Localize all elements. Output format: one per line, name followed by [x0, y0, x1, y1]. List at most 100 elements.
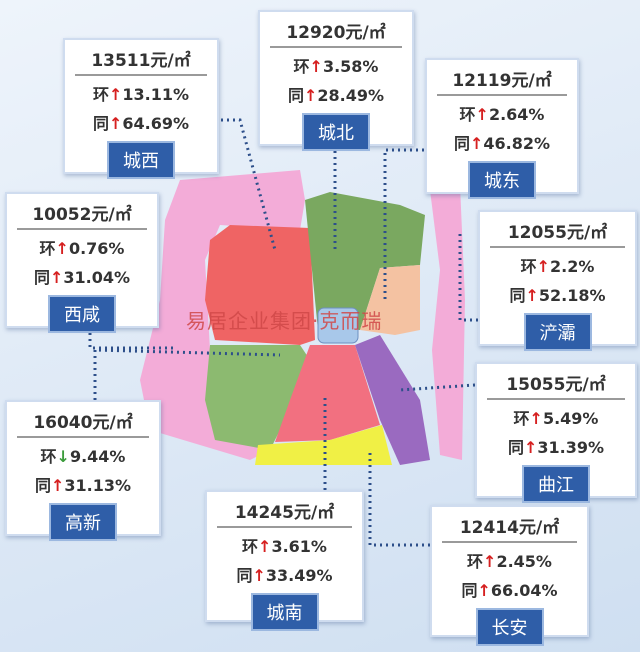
- mom-row: 环↑3.61%: [207, 533, 362, 557]
- yoy-value: 64.69%: [122, 114, 190, 133]
- mom-label: 环: [39, 239, 56, 258]
- region-qujiang: [355, 335, 430, 465]
- mom-row: 环↑3.58%: [260, 53, 412, 77]
- arrow: ↑: [252, 566, 266, 585]
- region-xixian: [205, 345, 310, 450]
- district-name: 浐灞: [523, 313, 592, 351]
- yoy-value: 46.82%: [483, 134, 551, 153]
- region-changan: [255, 425, 392, 465]
- yoy-label: 同: [33, 268, 50, 287]
- yoy-label: 同: [461, 581, 478, 600]
- yoy-row: 同↑31.13%: [7, 472, 159, 496]
- arrow: ↑: [258, 537, 272, 556]
- price: 10052元/㎡: [17, 200, 147, 230]
- arrow: ↑: [483, 552, 497, 571]
- yoy-row: 同↑31.04%: [7, 264, 157, 288]
- district-name: 长安: [475, 608, 544, 646]
- mom-label: 环: [242, 537, 259, 556]
- price: 16040元/㎡: [17, 408, 149, 438]
- mom-label: 环: [92, 85, 109, 104]
- mom-value: 3.61%: [271, 537, 327, 556]
- district-card: 12119元/㎡ 环↑2.64% 同↑46.82% 城东: [425, 58, 579, 199]
- yoy-label: 同: [92, 114, 109, 133]
- yoy-row: 同↑66.04%: [432, 577, 587, 601]
- connectors: [88, 118, 478, 547]
- yoy-value: 33.49%: [265, 566, 333, 585]
- region-outer: [140, 170, 305, 460]
- mom-row: 环↑2.2%: [480, 253, 635, 277]
- district-name: 城东: [468, 161, 536, 199]
- yoy-row: 同↑28.49%: [260, 82, 412, 106]
- price: 15055元/㎡: [487, 370, 625, 400]
- district-card: 12055元/㎡ 环↑2.2% 同↑52.18% 浐灞: [478, 210, 637, 351]
- yoy-label: 同: [507, 438, 524, 457]
- yoy-value: 31.13%: [64, 476, 132, 495]
- price: 13511元/㎡: [75, 46, 207, 76]
- mom-label: 环: [520, 257, 537, 276]
- yoy-row: 同↑31.39%: [477, 434, 635, 458]
- yoy-value: 28.49%: [317, 86, 385, 105]
- mom-row: 环↑13.11%: [65, 81, 217, 105]
- yoy-label: 同: [236, 566, 253, 585]
- mom-label: 环: [513, 409, 530, 428]
- region-center: [317, 307, 359, 344]
- arrow: ↑: [309, 57, 323, 76]
- region-chanba: [430, 185, 465, 460]
- district-card: 12920元/㎡ 环↑3.58% 同↑28.49% 城北: [258, 10, 414, 151]
- price: 12920元/㎡: [270, 18, 402, 48]
- mom-row: 环↑0.76%: [7, 235, 157, 259]
- yoy-label: 同: [287, 86, 304, 105]
- district-name: 城北: [302, 113, 370, 151]
- mom-row: 环↑2.45%: [432, 548, 587, 572]
- district-name: 西咸: [48, 295, 116, 333]
- district-card: 14245元/㎡ 环↑3.61% 同↑33.49% 城南: [205, 490, 364, 631]
- mom-row: 环↑5.49%: [477, 405, 635, 429]
- mom-label: 环: [293, 57, 310, 76]
- arrow: ↑: [50, 476, 65, 495]
- price: 12055元/㎡: [490, 218, 625, 248]
- yoy-label: 同: [509, 286, 526, 305]
- district-name: 高新: [49, 503, 117, 541]
- price: 14245元/㎡: [217, 498, 352, 528]
- yoy-row: 同↑33.49%: [207, 562, 362, 586]
- arrow: ↑: [49, 268, 64, 287]
- yoy-value: 52.18%: [538, 286, 606, 305]
- mom-value: 2.2%: [550, 257, 595, 276]
- yoy-label: 同: [34, 476, 51, 495]
- arrow: ↑: [108, 114, 123, 133]
- arrow: ↑: [108, 85, 123, 104]
- mom-value: 13.11%: [122, 85, 190, 104]
- arrow: ↓: [56, 447, 70, 466]
- arrow: ↑: [525, 286, 539, 305]
- district-card: 12414元/㎡ 环↑2.45% 同↑66.04% 长安: [430, 505, 589, 646]
- watermark: 易居企业集团·克而瑞: [186, 309, 383, 333]
- arrow: ↑: [529, 409, 543, 428]
- district-card: 15055元/㎡ 环↑5.49% 同↑31.39% 曲江: [475, 362, 637, 503]
- yoy-label: 同: [453, 134, 470, 153]
- arrow: ↑: [477, 581, 491, 600]
- arrow: ↑: [536, 257, 551, 276]
- yoy-row: 同↑64.69%: [65, 110, 217, 134]
- mom-label: 环: [40, 447, 57, 466]
- arrow: ↑: [303, 86, 318, 105]
- arrow: ↑: [55, 239, 69, 258]
- arrow: ↑: [469, 134, 484, 153]
- arrow: ↑: [475, 105, 489, 124]
- yoy-value: 66.04%: [490, 581, 558, 600]
- yoy-row: 同↑52.18%: [480, 282, 635, 306]
- mom-value: 9.44%: [69, 447, 126, 466]
- region-chengxi: [205, 225, 315, 345]
- region-chengnan: [275, 345, 380, 442]
- mom-label: 环: [467, 552, 484, 571]
- district-card: 10052元/㎡ 环↑0.76% 同↑31.04% 西咸: [5, 192, 159, 333]
- yoy-row: 同↑46.82%: [427, 130, 577, 154]
- mom-value: 3.58%: [322, 57, 379, 76]
- mom-row: 环↓9.44%: [7, 443, 159, 467]
- district-card: 13511元/㎡ 环↑13.11% 同↑64.69% 城西: [63, 38, 219, 179]
- yoy-value: 31.04%: [63, 268, 131, 287]
- arrow: ↑: [523, 438, 538, 457]
- mom-label: 环: [459, 105, 476, 124]
